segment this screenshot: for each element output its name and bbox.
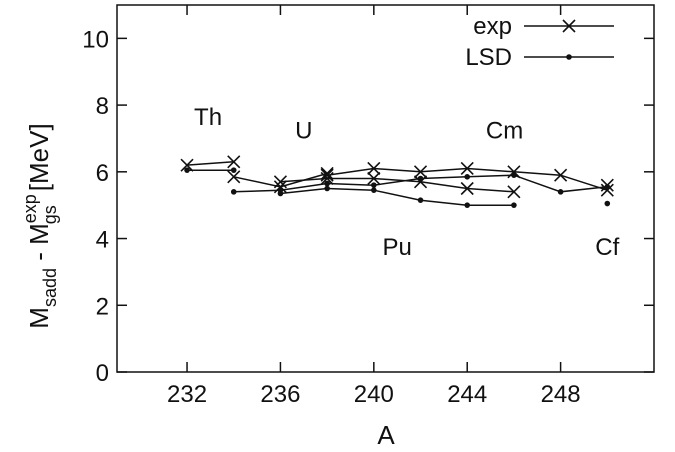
exp-point — [227, 170, 241, 184]
y-tick-label: 6 — [96, 160, 109, 187]
legend-label: LSD — [465, 44, 512, 71]
element-label: Th — [194, 104, 222, 131]
exp-point — [554, 168, 568, 182]
x-tick-label: 232 — [167, 381, 207, 408]
y-axis-title: Msadd - Mexpgs [MeV] — [20, 123, 60, 328]
exp-point — [367, 161, 381, 176]
y-axis-title-sub1: sadd — [40, 268, 60, 307]
lsd-point — [371, 182, 377, 188]
y-axis-title-unit: [MeV] — [24, 123, 54, 191]
exp-point — [367, 171, 381, 186]
legend: exp LSD — [465, 13, 614, 71]
lsd-point — [230, 167, 237, 173]
series-line — [186, 161, 234, 166]
legend-label: exp — [473, 13, 512, 40]
y-axis-title-sub2: gs — [40, 205, 60, 224]
exp-point — [460, 181, 474, 196]
series-exp-2 — [227, 166, 334, 194]
lsd-point — [371, 187, 377, 193]
x-tick-label: 248 — [541, 381, 581, 408]
series-lsd-1 — [184, 167, 237, 173]
series-exp-0 — [180, 155, 241, 172]
series-exp-8 — [600, 178, 614, 192]
lsd-point — [511, 172, 517, 178]
lsd-point — [464, 174, 471, 180]
exp-point — [413, 165, 428, 179]
lsd-point — [604, 184, 611, 190]
x-tick-label: 236 — [260, 381, 300, 408]
exp-point — [320, 168, 334, 182]
lsd-point — [464, 202, 471, 208]
lsd-point — [324, 185, 330, 192]
exp-point — [320, 166, 334, 181]
y-tick-label: 0 — [96, 360, 109, 387]
y-tick-label: 10 — [82, 26, 109, 53]
x-tick-label: 240 — [354, 381, 394, 408]
legend-marker — [566, 54, 572, 60]
svg-text:Msadd - Mexpgs[MeV]: Msadd - Mexpgs [MeV] — [20, 123, 60, 328]
series-line — [280, 177, 514, 193]
exp-point — [460, 161, 474, 176]
element-label: U — [295, 117, 312, 144]
series-layer — [180, 155, 614, 208]
series-line — [280, 187, 514, 206]
y-axis-title-mid: - M — [24, 223, 54, 268]
y-tick-label: 4 — [96, 227, 109, 254]
element-label: Cf — [595, 234, 619, 261]
y-tick-label: 2 — [96, 293, 109, 320]
series-lsd-7 — [324, 172, 611, 195]
exp-point — [273, 175, 288, 189]
lsd-point — [417, 175, 424, 182]
lsd-point — [557, 189, 564, 195]
series-exp-6 — [320, 161, 614, 197]
plot-frame — [116, 4, 655, 373]
element-label: Cm — [486, 117, 523, 144]
series-lsd-5 — [277, 185, 517, 208]
lsd-point — [184, 167, 190, 173]
lsd-point — [604, 200, 611, 207]
exp-point — [600, 183, 614, 197]
lsd-point — [277, 190, 284, 197]
element-label: Pu — [382, 234, 411, 261]
exp-point — [180, 158, 194, 172]
exp-point — [600, 178, 614, 192]
exp-point — [227, 155, 241, 169]
y-axis-title-main: M — [24, 307, 54, 329]
lsd-point — [324, 180, 330, 187]
lsd-point — [511, 202, 517, 208]
lsd-point — [417, 197, 424, 203]
legend-marker — [562, 19, 576, 33]
x-axis-title: A — [377, 420, 395, 450]
y-tick-label: 8 — [96, 93, 109, 120]
series-lsd-9 — [604, 200, 611, 207]
lsd-point — [230, 189, 237, 195]
exp-point — [507, 185, 521, 199]
y-axis-title-sup2: exp — [20, 194, 40, 223]
series-exp-4 — [273, 171, 521, 199]
x-tick-label: 244 — [447, 381, 487, 408]
